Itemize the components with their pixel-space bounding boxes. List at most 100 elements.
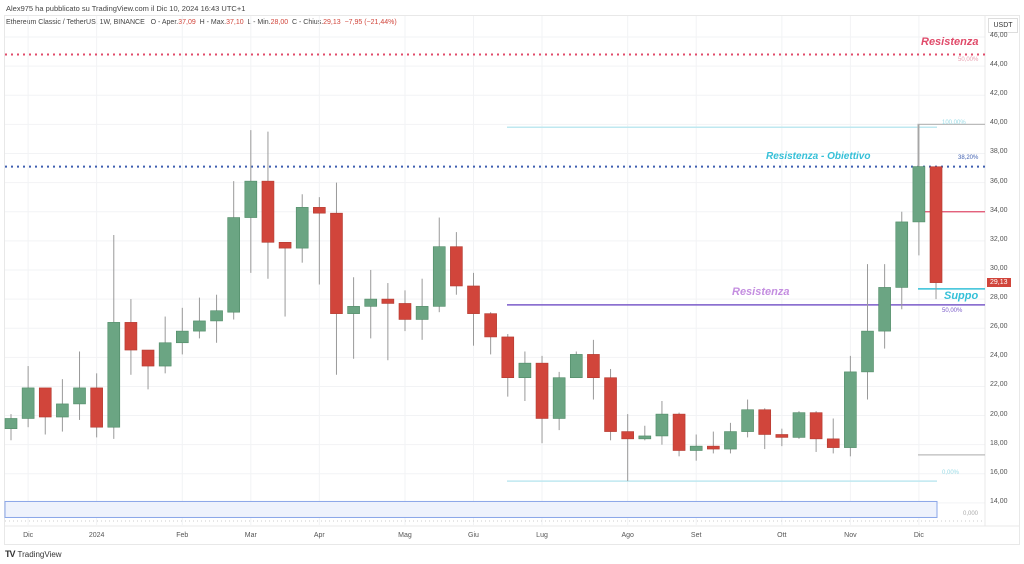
target-pct-label: 38,20%	[958, 155, 979, 161]
low-label: L - Min.	[247, 19, 271, 26]
tradingview-logo[interactable]: TV TradingView	[5, 549, 62, 559]
price-tick-label: 22,00	[990, 381, 1008, 389]
candle-body	[775, 434, 789, 438]
candle-body	[278, 241, 292, 249]
candle-body	[141, 349, 155, 367]
candle-body	[758, 409, 772, 435]
candle-body	[38, 387, 52, 418]
candle-body	[878, 287, 891, 332]
candle-body	[347, 306, 360, 314]
candle-body	[107, 322, 121, 428]
time-tick-label: Dic	[23, 532, 34, 539]
fib-bottom-pct-label: 0,00%	[942, 470, 960, 476]
candle-body	[707, 445, 720, 450]
time-tick-label: Apr	[313, 532, 325, 539]
close-value: 29,13	[323, 19, 341, 26]
gray-measure-line	[917, 123, 985, 167]
publisher-info: Alex975 ha pubblicato su TradingView.com…	[6, 4, 246, 13]
currency-label[interactable]: USDT	[988, 18, 1018, 33]
candle-body	[295, 207, 309, 249]
price-tick-label: 36,00	[990, 177, 1008, 185]
candle-body	[73, 387, 86, 405]
candle-body	[261, 180, 275, 243]
support-label[interactable]: Suppo	[944, 290, 979, 302]
candle-body	[621, 431, 634, 440]
time-tick-label: Nov	[844, 532, 857, 539]
chart-frame	[4, 15, 1020, 545]
candle-body	[450, 246, 463, 287]
mid-resistance-label[interactable]: Resistenza	[732, 286, 790, 298]
price-tick-label: 16,00	[990, 468, 1008, 476]
last-price-label: 29,13	[987, 278, 1011, 287]
candle-body	[587, 354, 600, 379]
mid-pct-label: 50,00%	[942, 308, 963, 314]
price-tick-label: 20,00	[990, 410, 1008, 418]
symbol-name[interactable]: Ethereum Classic / TetherUS, 1W, BINANCE	[6, 19, 145, 26]
time-tick-label: Ott	[777, 532, 787, 539]
candle-body	[501, 336, 515, 379]
time-tick-label: Giu	[468, 532, 479, 539]
brand-name: TradingView	[17, 550, 62, 559]
change-value: −7,95 (−21,44%)	[344, 19, 397, 26]
candle-body	[655, 413, 669, 437]
candle-body	[535, 362, 549, 419]
price-tick-label: 32,00	[990, 235, 1008, 243]
candle-body	[313, 207, 326, 214]
candle-body	[398, 303, 412, 320]
candle-body	[415, 306, 429, 320]
time-tick-label: Dic	[913, 532, 924, 539]
candle-body	[912, 166, 926, 223]
high-label: H - Max.	[199, 19, 227, 26]
time-tick-label: Ago	[621, 532, 634, 539]
candle-body	[484, 313, 497, 338]
price-tick-label: 44,00	[990, 61, 1008, 69]
symbol-legend: Ethereum Classic / TetherUS, 1W, BINANCE…	[6, 19, 397, 26]
close-label: C - Chius.	[292, 19, 324, 26]
open-value: 37,09	[178, 19, 196, 26]
time-tick-label: Mar	[244, 532, 257, 539]
candle-body	[176, 330, 189, 344]
candle-body	[244, 180, 258, 218]
support-zone-box	[4, 500, 938, 518]
open-label: O - Aper.	[150, 19, 179, 26]
price-tick-label: 40,00	[990, 119, 1008, 127]
time-tick-label: Mag	[398, 532, 412, 539]
candle-body	[124, 322, 138, 351]
fib-top-pct-label: 100,00%	[942, 120, 966, 126]
candle-body	[895, 221, 909, 288]
time-tick-label: Set	[690, 532, 702, 539]
candle-body	[193, 320, 206, 332]
price-tick-label: 34,00	[990, 206, 1008, 214]
price-tick-label: 18,00	[990, 439, 1008, 447]
target-resistance-label[interactable]: Resistenza - Obiettivo	[766, 151, 871, 162]
price-tick-label: 38,00	[990, 148, 1008, 156]
top-pct-label: 50,00%	[958, 57, 979, 63]
candle-body	[158, 342, 172, 367]
candle-body	[90, 387, 103, 428]
time-tick-label: Lug	[536, 532, 548, 539]
candle-body	[432, 246, 446, 307]
candle-body	[741, 409, 754, 432]
low-value: 28,00	[270, 19, 289, 26]
candle-body	[381, 298, 395, 304]
candle-body	[4, 418, 18, 429]
candle-body	[210, 310, 223, 322]
price-tick-label: 30,00	[990, 264, 1008, 272]
candle-body	[809, 412, 823, 440]
candle-body	[792, 412, 806, 438]
candle-body	[861, 330, 874, 373]
candle-body	[604, 377, 617, 432]
candle-body	[826, 438, 840, 448]
top-resistance-label[interactable]: Resistenza	[921, 36, 979, 48]
candle-body	[21, 387, 35, 419]
price-tick-label: 14,00	[990, 497, 1008, 505]
time-tick-label: Feb	[176, 532, 189, 539]
candle-body	[724, 431, 737, 450]
high-value: 37,10	[226, 19, 244, 26]
candle-body	[330, 212, 343, 314]
candle-body	[364, 298, 378, 307]
price-tick-label: 26,00	[990, 323, 1008, 331]
candle-body	[929, 166, 943, 283]
candle-body	[638, 435, 652, 440]
